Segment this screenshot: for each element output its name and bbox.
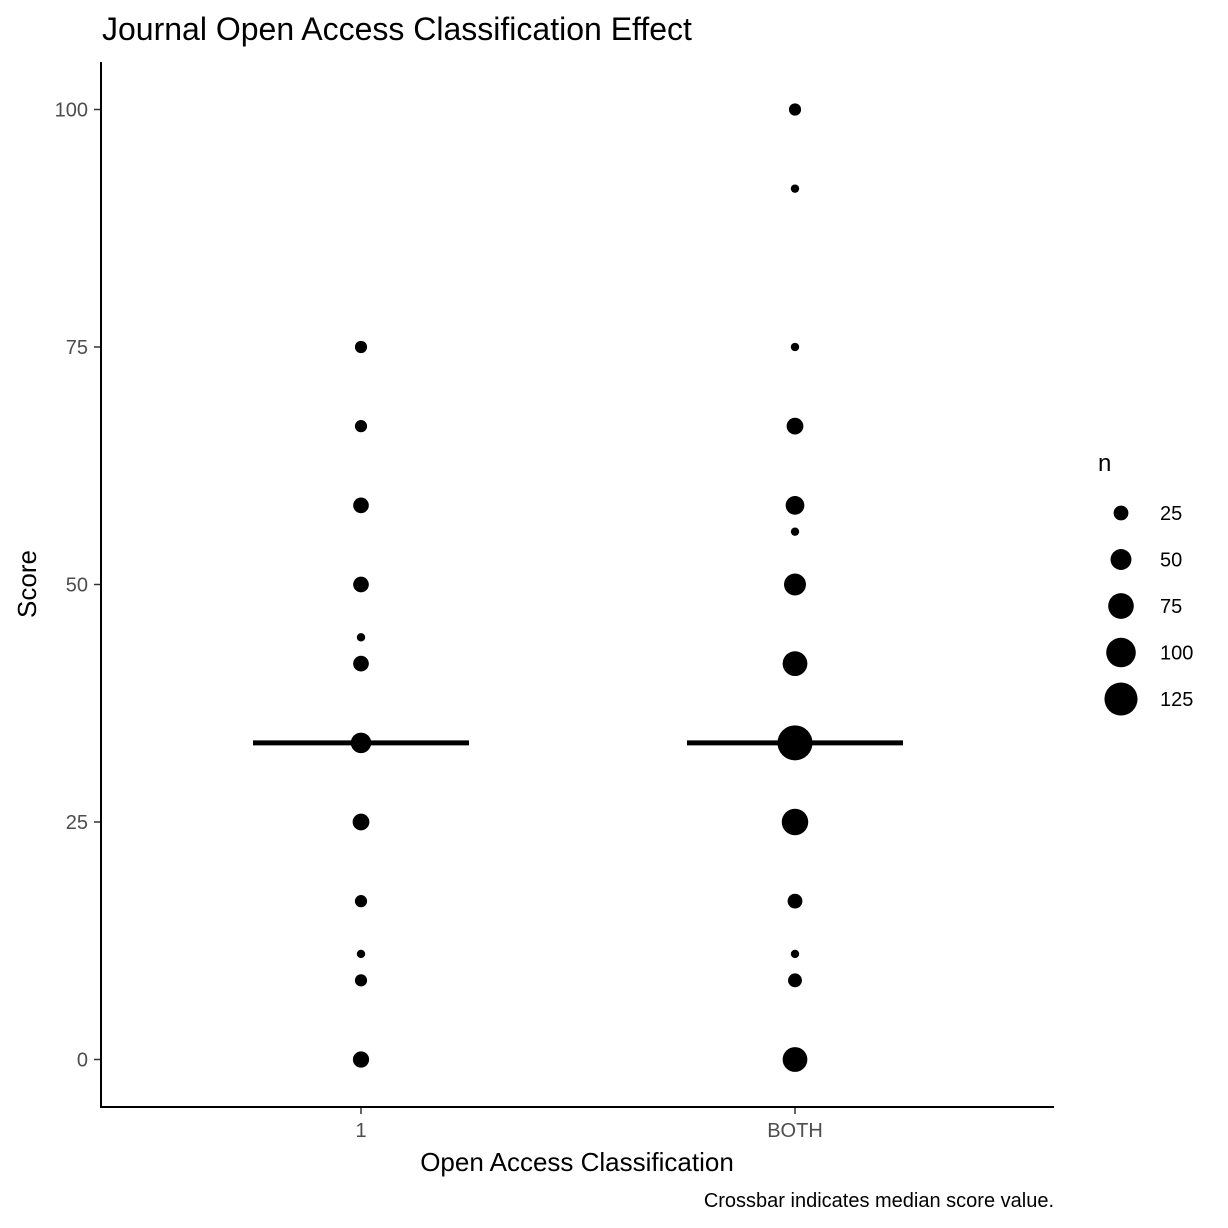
- data-point: [353, 655, 369, 672]
- data-point: [781, 808, 809, 836]
- y-axis-ticks: 0 25 50 75 100: [55, 100, 101, 1072]
- x-tick-label: BOTH: [767, 1120, 823, 1142]
- x-tick-label: 1: [355, 1120, 366, 1142]
- data-point: [353, 497, 369, 514]
- legend: 25 50 75 100 125: [1104, 503, 1193, 716]
- data-point: [354, 340, 368, 354]
- y-tick-label: 0: [77, 1050, 88, 1072]
- data-point: [786, 417, 804, 435]
- data-point: [790, 949, 800, 959]
- legend-key: [1108, 593, 1134, 619]
- data-point: [354, 420, 368, 433]
- data-point: [356, 949, 366, 959]
- data-point: [356, 633, 366, 642]
- legend-key: [1110, 549, 1132, 570]
- data-point: [784, 573, 806, 596]
- data-point: [354, 974, 368, 987]
- data-point: [782, 651, 808, 677]
- legend-key: [1106, 637, 1136, 668]
- y-axis-title: Score: [12, 550, 42, 618]
- y-tick-label: 75: [66, 337, 88, 359]
- legend-key: [1104, 682, 1138, 716]
- legend-label: 75: [1160, 596, 1182, 618]
- data-point: [788, 103, 802, 116]
- data-points: [350, 103, 813, 1072]
- legend-label: 25: [1160, 503, 1182, 525]
- y-tick-label: 100: [55, 100, 88, 122]
- chart-caption: Crossbar indicates median score value.: [704, 1190, 1054, 1212]
- y-tick-label: 50: [66, 575, 88, 597]
- legend-label: 50: [1160, 550, 1182, 572]
- data-point: [790, 184, 800, 193]
- y-tick-label: 25: [66, 812, 88, 834]
- x-axis-title: Open Access Classification: [420, 1147, 734, 1177]
- data-point: [352, 1051, 370, 1068]
- data-point: [788, 973, 802, 988]
- data-point: [785, 496, 805, 515]
- legend-label: 100: [1160, 643, 1193, 665]
- data-point: [353, 576, 369, 593]
- legend-key: [1113, 505, 1129, 521]
- data-point: [787, 893, 803, 909]
- data-point: [782, 1047, 808, 1072]
- legend-label: 125: [1160, 689, 1193, 711]
- chart-title: Journal Open Access Classification Effec…: [102, 11, 692, 47]
- data-point: [790, 342, 800, 352]
- data-point: [352, 813, 370, 831]
- data-point: [354, 895, 368, 908]
- legend-title: n: [1098, 450, 1111, 477]
- data-point: [790, 527, 800, 536]
- x-axis-ticks: 1 BOTH: [355, 1107, 823, 1142]
